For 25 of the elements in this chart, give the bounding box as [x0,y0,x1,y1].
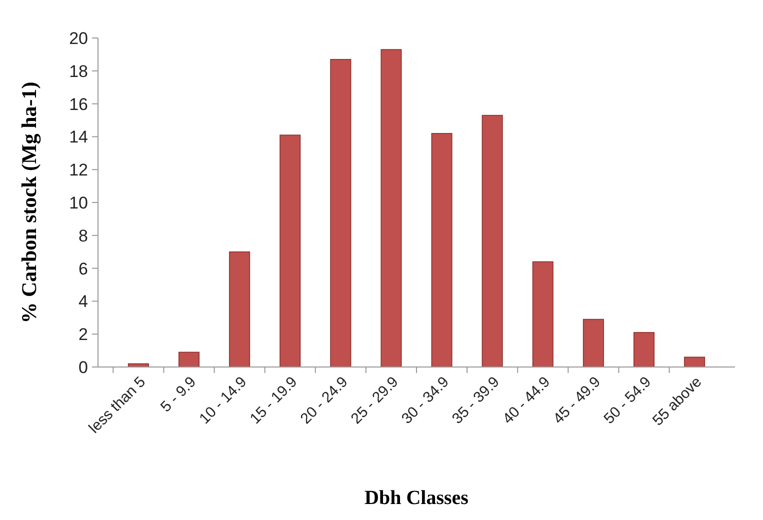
x-axis-title: Dbh Classes [364,487,469,509]
y-tick-label: 16 [69,94,88,114]
bar [582,318,604,368]
bar [280,134,301,368]
bar [330,58,352,368]
bar [532,261,554,368]
y-axis-title: % Carbon stock (Mg ha-1) [17,82,41,324]
y-tick-label: 18 [69,62,88,81]
y-tick-label: 6 [78,259,88,278]
bar [431,133,452,368]
bar [178,352,200,368]
bar [633,332,655,368]
y-tick-label: 10 [69,193,88,212]
y-tick-label: 8 [78,226,88,246]
y-tick-label: 14 [69,128,88,147]
bar [482,114,503,368]
y-tick-label: 4 [78,292,88,312]
bar [380,49,402,368]
y-tick-label: 20 [69,28,88,48]
y-tick-label: 2 [78,325,88,344]
bar [684,356,706,368]
x-tick-label: less than 5 [86,374,149,437]
bar [229,251,250,368]
y-tick-label: 12 [69,160,88,180]
y-tick-label: 0 [78,358,88,377]
